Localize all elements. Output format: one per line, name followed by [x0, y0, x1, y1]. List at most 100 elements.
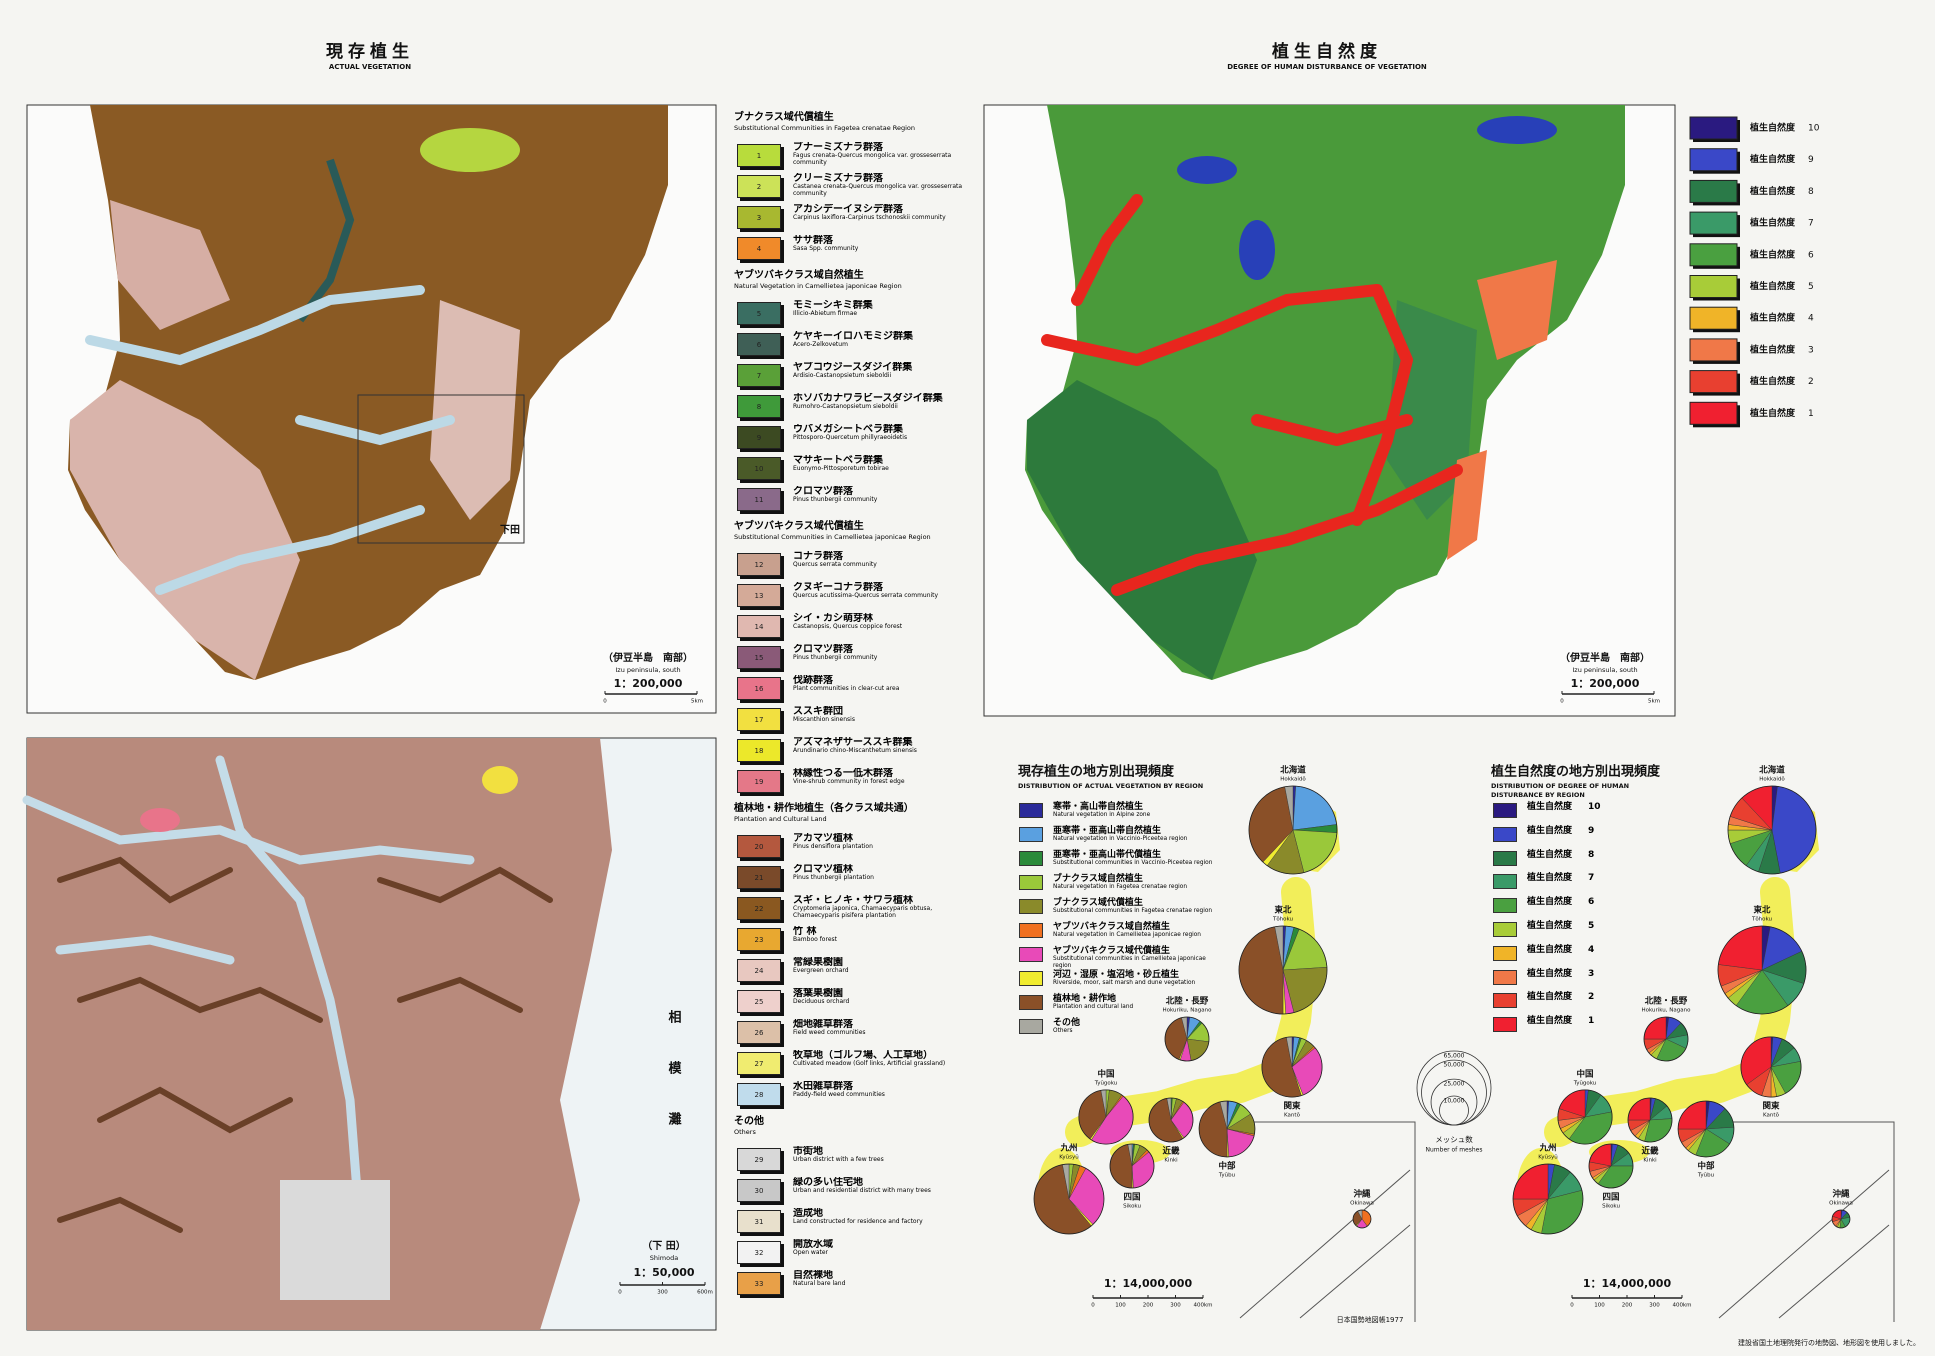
region-name: 中部 [1697, 1160, 1715, 1171]
legend-name: 植生自然度 [1527, 802, 1573, 812]
meadow-patch [482, 766, 518, 794]
swatch-number: 2 [756, 182, 762, 191]
region-name: 九州 [1059, 1143, 1077, 1154]
legend-name-row: 植生自然度 7 [1527, 873, 1594, 883]
legend-text: クロマツ植林 Pinus thunbergii plantation [793, 864, 965, 882]
legend-name-row: 河辺・湿原・塩沼地・砂丘植生 [1053, 970, 1223, 980]
legend-swatch: 30 [737, 1179, 781, 1202]
region-name: 中国 [1097, 1068, 1114, 1079]
legend-swatch [1689, 243, 1738, 267]
urban-area [280, 1180, 390, 1300]
swatch-number: 25 [754, 997, 764, 1006]
legend-item: ブナクラス域代償植生 Substitutional communities in … [1019, 898, 1234, 922]
legend-text: モミーシキミ群集 Illicio-Abietum firmae [793, 300, 965, 318]
swatch-number: 26 [754, 1028, 764, 1037]
region-name-en: Tōhoku [1272, 916, 1293, 922]
region-name-en: Sikoku [1123, 1204, 1141, 1210]
legend-item: ヤブツバキクラス域代償植生 Substitutional communities … [1019, 946, 1234, 970]
scale-label: 0 [1560, 699, 1564, 705]
legend-text: 植生自然度 2 [1527, 992, 1594, 1002]
source-credit: 建設省国土地理院発行の地勢図、地形図を使用しました。 [1738, 1338, 1920, 1347]
pie-wedge [1238, 926, 1284, 1015]
region-name-en: Kyūsyū [1059, 1155, 1079, 1161]
scale-label: 300 [1649, 1303, 1660, 1309]
legend-degree: 7 [1588, 873, 1595, 884]
legend-item: 13 クヌギーコナラ群落 Quercus acutissima-Quercus se… [734, 582, 974, 613]
legend-name: モミーシキミ群集 [793, 300, 873, 311]
legend-item: 27 牧草地（ゴルフ場、人工草地） Cultivated meadow (Golf … [734, 1050, 974, 1081]
legend-item: 亜寒帯・亜高山帯代償植生 Substitutional communities i… [1019, 850, 1234, 874]
size-legend-label: 50,000 [1444, 1062, 1465, 1069]
legend-item: 4 ササ群落 Sasa Spp. community [734, 235, 974, 266]
legend-degree: 4 [1588, 944, 1595, 955]
legend-name-en: Carpinus laxiflora-Carpinus tschonoskii … [793, 214, 946, 221]
section-title: 植林地・耕作地植生（各クラス域共通） [734, 803, 914, 814]
legend-degree: 6 [1588, 897, 1595, 908]
pie-outline [1677, 1100, 1735, 1158]
legend-name-en: Evergreen orchard [793, 967, 849, 974]
legend-name: 寒帯・高山帯自然植生 [1053, 802, 1144, 812]
panel-title: 現存植生 [326, 41, 414, 62]
legend-name: ススキ群団 [793, 706, 843, 717]
legend-swatch [1019, 899, 1043, 914]
legend-swatch: 6 [737, 333, 781, 356]
legend-item: 20 アカマツ植林 Pinus densiflora plantation [734, 833, 974, 864]
legend-text: 植生自然度 6 [1527, 897, 1594, 907]
legend-name-en: Plantation and cultural land [1053, 1004, 1134, 1010]
legend-swatch: 11 [737, 488, 781, 511]
legend-name: ブナーミズナラ群落 [793, 142, 883, 153]
legend-item: 26 畑地雑草群落 Field weed communities [734, 1019, 974, 1050]
legend-item: 21 クロマツ植林 Pinus thunbergii plantation [734, 864, 974, 895]
legend-swatch [1019, 995, 1043, 1010]
legend-name: シイ・カシ萌芽林 [793, 613, 873, 624]
legend-item: 植生自然度 8 [1493, 850, 1653, 874]
legend-name-en: Riverside, moor, salt marsh and dune veg… [1053, 980, 1196, 986]
legend-text: 亜寒帯・亜高山帯自然植生 Natural vegetation in Vaccin… [1053, 826, 1223, 843]
legend-degree: 6 [1808, 250, 1814, 260]
legend-text: スギ・ヒノキ・サワラ植林 Cryptomeria japonica, Chamae… [793, 895, 965, 919]
legend-name-en: Cryptomeria japonica, Chamaecyparis obtu… [793, 905, 933, 919]
legend-text: ヤブツバキクラス域自然植生 Natural vegetation in Camel… [1053, 922, 1223, 939]
legend-text: 市街地 Urban district with a few trees [793, 1146, 965, 1164]
legend-item: 植生自然度 10 [1493, 802, 1653, 826]
legend-name-row: 植生自然度 1 [1527, 1016, 1594, 1026]
region-name: 四国 [1602, 1192, 1619, 1203]
sea-label: 相模灘 [666, 1009, 682, 1163]
legend-name: 落葉果樹園 [793, 988, 843, 999]
legend-swatch [1493, 921, 1517, 937]
legend-swatch: 8 [737, 395, 781, 418]
legend-item: 11 クロマツ群落 Pinus thunbergii community [734, 486, 974, 517]
legend-item: 29 市街地 Urban district with a few trees [734, 1146, 974, 1177]
legend-text: ヤブコウジースダジイ群集 Ardisio-Castanopsietum siebo… [793, 362, 965, 380]
legend-name-row: 植生自然度 4 [1527, 945, 1594, 955]
pie-outline [1238, 925, 1328, 1015]
legend-name: 牧草地（ゴルフ場、人工草地） [793, 1050, 933, 1061]
region-name: 中国 [1576, 1068, 1593, 1079]
legend-text: 自然裸地 Natural bare land [793, 1270, 965, 1288]
panel-title: 植生自然度 [1272, 41, 1382, 62]
pie-legend: 寒帯・高山帯自然植生 Natural vegetation in Alpine z… [1019, 802, 1234, 1042]
swatch-number: 14 [754, 622, 764, 631]
forest-strip [296, 158, 355, 323]
legend-name-en: Natural vegetation in Camellietea japoni… [1053, 932, 1201, 938]
legend-name: マサキートベラ群集 [793, 455, 883, 466]
legend-name: スギ・ヒノキ・サワラ植林 [793, 895, 913, 906]
legend-swatch: 26 [737, 1021, 781, 1044]
section-title: その他 [734, 1116, 764, 1127]
legend-text: 植生自然度 9 [1527, 826, 1594, 836]
region-name: 沖縄 [1353, 1189, 1371, 1200]
region-name: 四国 [1123, 1192, 1140, 1203]
legend-swatch [1019, 851, 1043, 866]
legend-text: 竹 林 Bamboo forest [793, 926, 965, 944]
legend-name: 植生自然度 [1527, 944, 1573, 955]
legend-name: 植生自然度 [1527, 849, 1573, 860]
legend-swatch [1493, 826, 1517, 842]
scale-label: 0 [618, 1290, 622, 1296]
legend-name: 竹 林 [793, 926, 817, 937]
size-legend-title: メッシュ数 [1435, 1134, 1473, 1144]
legend-label: 植生自然度 [1749, 153, 1796, 165]
legend-item: 22 スギ・ヒノキ・サワラ植林 Cryptomeria japonica, Cham… [734, 895, 974, 926]
legend-swatch: 15 [737, 646, 781, 669]
legend-name-row: 植生自然度 6 [1527, 897, 1594, 907]
legend-name-en: Substitutional communities in Camelliete… [1053, 956, 1206, 969]
